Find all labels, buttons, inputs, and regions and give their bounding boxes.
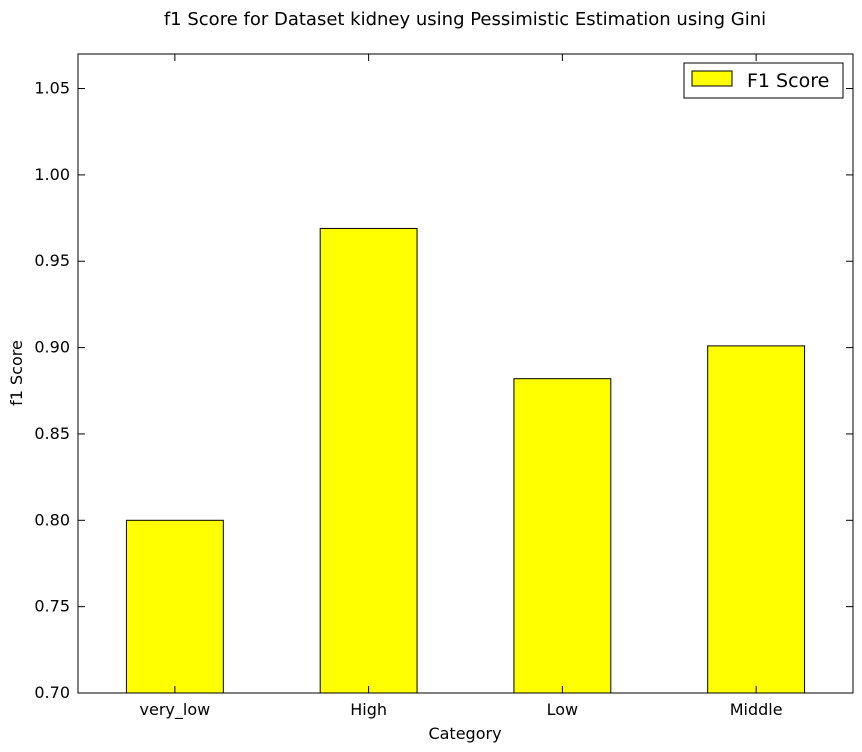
y-tick-label: 0.80 bbox=[34, 510, 70, 529]
y-tick-label: 1.00 bbox=[34, 165, 70, 184]
legend-entry-f1-score: F1 Score bbox=[747, 70, 829, 92]
bar-middle bbox=[707, 345, 806, 694]
y-tick-label: 0.70 bbox=[34, 683, 70, 702]
x-tick-label: High bbox=[350, 700, 387, 719]
x-tick-label: Middle bbox=[730, 700, 783, 719]
bars-layer bbox=[125, 227, 806, 694]
x-tick-label: very_low bbox=[140, 700, 211, 720]
ticks-layer: very_low High Low Middle 0.70 0.75 0.80 0.85 0.9… bbox=[34, 54, 853, 720]
legend: F1 Score bbox=[683, 62, 844, 99]
y-tick-label: 0.90 bbox=[34, 338, 70, 357]
chart-title: f1 Score for Dataset kidney using Pessim… bbox=[164, 9, 766, 30]
bar-low bbox=[513, 378, 612, 694]
y-tick-label: 0.75 bbox=[34, 597, 70, 616]
y-tick-label: 1.05 bbox=[34, 79, 70, 98]
bar-very-low bbox=[125, 519, 224, 694]
x-tick-label: Low bbox=[547, 700, 579, 719]
bar-high bbox=[319, 227, 418, 694]
plot-area-frame bbox=[77, 53, 854, 694]
y-tick-label: 0.95 bbox=[34, 251, 70, 270]
x-axis-label: Category bbox=[428, 724, 501, 743]
legend-swatch bbox=[691, 70, 733, 87]
y-axis-label: f1 Score bbox=[7, 340, 26, 406]
y-tick-label: 0.85 bbox=[34, 424, 70, 443]
